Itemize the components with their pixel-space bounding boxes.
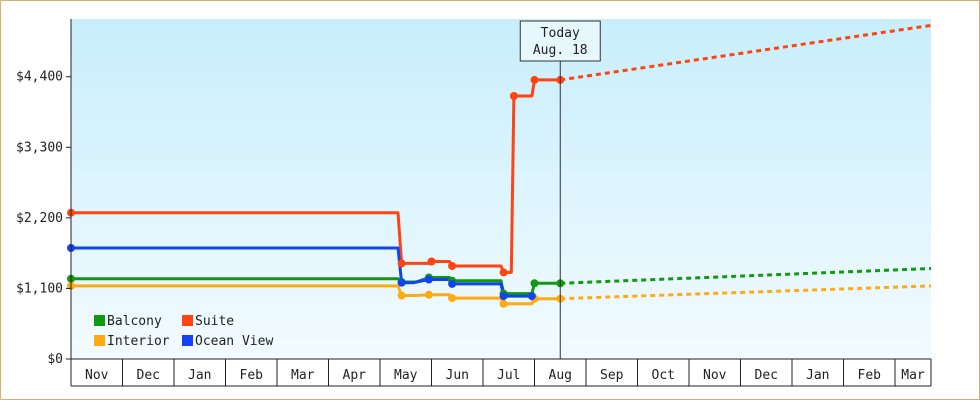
data-point-suite	[530, 75, 539, 84]
x-tick-label: Jul	[497, 368, 520, 383]
legend-label-balcony: Balcony	[107, 314, 162, 329]
plot-background	[71, 19, 931, 359]
legend-swatch-suite	[182, 315, 193, 326]
y-tick-label: $4,400	[16, 70, 63, 85]
x-tick-label: Nov	[85, 368, 109, 383]
data-point-suite	[499, 268, 508, 277]
x-tick-label: Oct	[652, 368, 675, 383]
x-tick-label: Mar	[901, 368, 925, 383]
data-point-ocean-view	[448, 279, 457, 288]
data-point-interior	[499, 299, 508, 308]
x-tick-label: Feb	[858, 368, 882, 383]
data-point-interior	[397, 291, 406, 300]
x-tick-label: Nov	[703, 368, 727, 383]
today-label: Today	[541, 26, 580, 41]
x-tick-label: Apr	[343, 368, 367, 383]
data-point-ocean-view	[397, 278, 406, 287]
legend-label-suite: Suite	[195, 314, 234, 329]
x-tick-label: Aug	[549, 368, 572, 383]
data-point-suite	[509, 92, 518, 100]
x-tick-label: Dec	[137, 368, 160, 383]
today-date: Aug. 18	[533, 43, 588, 58]
forecast-line-balcony	[560, 267, 932, 285]
legend-swatch-balcony	[94, 315, 105, 326]
data-point-balcony	[530, 279, 539, 288]
x-tick-label: May	[394, 368, 418, 383]
x-tick-label: Dec	[755, 368, 778, 383]
data-point-ocean-view	[527, 292, 536, 301]
data-point-interior	[424, 290, 433, 299]
today-box	[519, 20, 601, 62]
x-tick-label: Jan	[188, 368, 211, 383]
legend-label-ocean-view: Ocean View	[195, 334, 273, 349]
data-point-suite	[448, 262, 457, 270]
y-tick-label: $2,200	[16, 211, 63, 226]
forecast-line-interior	[560, 284, 932, 301]
data-point-suite	[397, 259, 406, 268]
data-point-ocean-view	[499, 292, 508, 301]
legend-label-interior: Interior	[107, 334, 170, 349]
y-tick-label: $3,300	[16, 140, 63, 155]
data-point-interior	[448, 294, 457, 303]
y-tick-label: $0	[47, 352, 63, 367]
legend-swatch-interior	[94, 335, 105, 346]
data-point-ocean-view	[424, 275, 433, 284]
y-tick-label: $1,100	[16, 281, 63, 296]
x-tick-label: Jan	[806, 368, 829, 383]
series-line-suite	[71, 78, 561, 274]
x-tick-label: Sep	[600, 368, 624, 383]
x-tick-label: Feb	[240, 368, 264, 383]
legend-swatch-ocean-view	[182, 335, 193, 346]
data-point-suite	[427, 257, 436, 266]
x-tick-label: Mar	[291, 368, 315, 383]
x-tick-label: Jun	[446, 368, 469, 383]
